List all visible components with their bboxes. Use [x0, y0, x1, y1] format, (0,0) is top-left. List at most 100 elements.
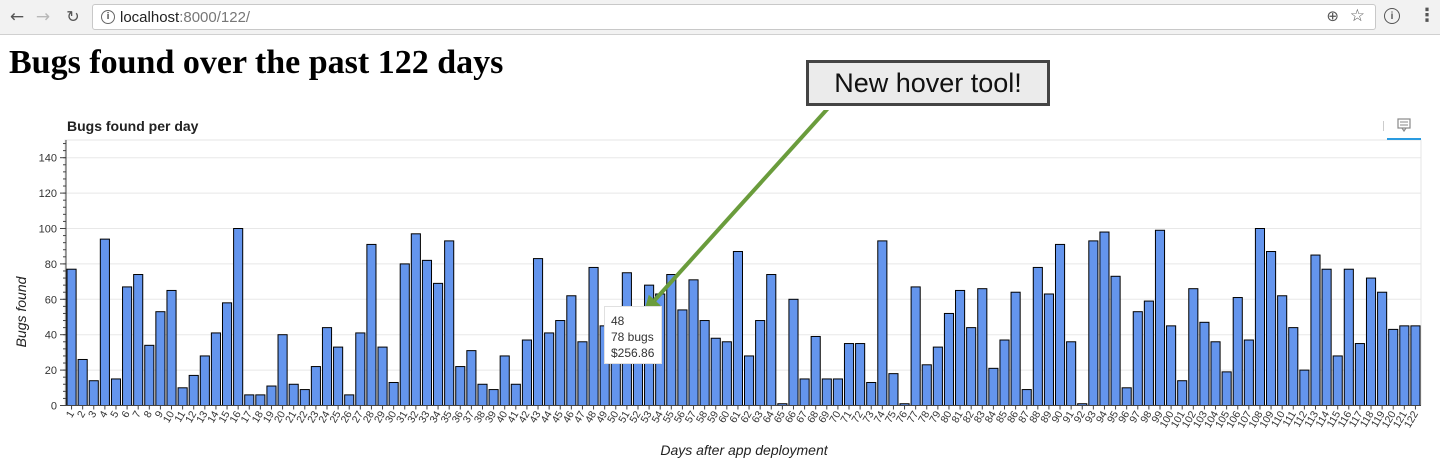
url-text[interactable]: localhost:8000/122/	[120, 9, 250, 26]
x-tick-label: 4	[97, 409, 110, 420]
x-tick-label: 39	[483, 409, 499, 425]
bar	[77, 358, 88, 406]
y-tick-label: 80	[45, 259, 57, 271]
x-tick-label: 5	[108, 409, 121, 420]
x-tick-label: 87	[1016, 409, 1032, 425]
x-tick-label: 81	[949, 409, 965, 425]
x-tick-label: 17	[239, 409, 255, 425]
bar	[233, 228, 244, 406]
bar	[177, 387, 188, 406]
bar	[566, 295, 577, 406]
bar	[688, 279, 699, 406]
x-tick-label: 10	[161, 409, 177, 425]
x-tick-label: 89	[1038, 409, 1054, 425]
x-tick-label: 44	[538, 409, 554, 425]
bar	[799, 378, 810, 407]
x-tick-label: 35	[439, 409, 455, 425]
bar	[1299, 369, 1310, 407]
x-tick-label: 61	[727, 409, 743, 425]
bar	[910, 286, 921, 406]
y-tick-label: 100	[39, 224, 57, 236]
x-tick-label: 92	[1072, 409, 1088, 425]
bar	[521, 339, 532, 406]
bar	[1021, 389, 1032, 407]
x-tick-label: 76	[894, 409, 910, 425]
x-tick-label: 45	[550, 409, 566, 425]
y-axis-label: Bugs found	[13, 275, 29, 347]
bar	[377, 346, 388, 406]
bar	[488, 389, 499, 407]
x-tick-label: 15	[216, 409, 232, 425]
tooltip-cost: $256.86	[611, 346, 655, 360]
bar	[821, 378, 832, 407]
bar	[333, 346, 344, 406]
y-tick-label: 40	[45, 330, 57, 342]
browser-toolbar: ← → ↻ i localhost:8000/122/ ⊕ ☆ i ⋮	[0, 0, 1440, 35]
bookmark-star-icon[interactable]: ☆	[1349, 6, 1365, 26]
bar	[932, 346, 943, 406]
bar	[421, 259, 433, 406]
chart-title: Bugs found per day	[67, 118, 199, 134]
bar	[877, 240, 888, 406]
x-tick-label: 6	[119, 409, 132, 420]
x-tick-label: 22	[294, 409, 310, 425]
bar	[444, 240, 455, 406]
x-tick-label: 1	[64, 409, 77, 420]
bar	[855, 343, 866, 407]
bar	[166, 289, 177, 406]
menu-icon[interactable]: ⋮	[1418, 5, 1436, 26]
address-bar[interactable]: i localhost:8000/122/ ⊕ ☆	[92, 4, 1376, 30]
bar	[133, 274, 144, 406]
x-tick-label: 66	[783, 409, 799, 425]
zoom-icon[interactable]: ⊕	[1326, 7, 1339, 25]
back-arrow-icon[interactable]: ←	[9, 7, 25, 27]
x-tick-label: 95	[1105, 409, 1121, 425]
bar	[1032, 266, 1043, 406]
x-tick-label: 96	[1116, 409, 1132, 425]
bar	[199, 355, 210, 407]
bar	[399, 263, 410, 406]
bar	[999, 339, 1010, 406]
x-tick-label: 82	[961, 409, 977, 425]
x-tick-label: 47	[572, 409, 588, 425]
forward-arrow-icon[interactable]: →	[35, 7, 51, 27]
x-tick-label: 31	[394, 409, 410, 425]
x-tick-label: 55	[661, 409, 677, 425]
bar	[1066, 341, 1077, 406]
bar	[1121, 387, 1132, 406]
x-tick-label: 94	[1094, 409, 1110, 425]
bar	[288, 383, 299, 407]
bar	[1266, 251, 1277, 406]
x-tick-label: 79	[927, 409, 943, 425]
bar	[832, 378, 843, 407]
x-tick-label: 91	[1061, 409, 1077, 425]
reload-icon[interactable]: ↻	[66, 7, 80, 26]
bar	[1210, 341, 1221, 406]
bar	[1377, 291, 1388, 406]
x-tick-label: 73	[861, 409, 877, 425]
hover-tool-icon[interactable]	[1397, 118, 1411, 135]
bar	[699, 320, 710, 406]
bar	[666, 274, 677, 406]
x-tick-label: 54	[650, 409, 666, 425]
bar	[1354, 343, 1365, 407]
x-tick-label: 38	[472, 409, 488, 425]
bar	[110, 378, 122, 407]
x-tick-label: 12	[183, 409, 199, 425]
bar	[310, 366, 321, 406]
extension-icon[interactable]: i	[1384, 8, 1400, 24]
bar	[1099, 231, 1110, 407]
y-tick-label: 20	[45, 365, 57, 377]
info-icon[interactable]: i	[101, 10, 115, 24]
x-tick-label: 8	[142, 409, 155, 420]
x-tick-label: 68	[805, 409, 821, 425]
x-tick-label: 34	[427, 409, 443, 425]
x-tick-label: 23	[305, 409, 321, 425]
x-tick-label: 25	[327, 409, 343, 425]
bar	[499, 355, 510, 407]
x-tick-label: 19	[261, 409, 277, 425]
bar	[388, 381, 399, 406]
x-tick-label: 86	[1005, 409, 1021, 425]
bar	[1288, 327, 1299, 406]
